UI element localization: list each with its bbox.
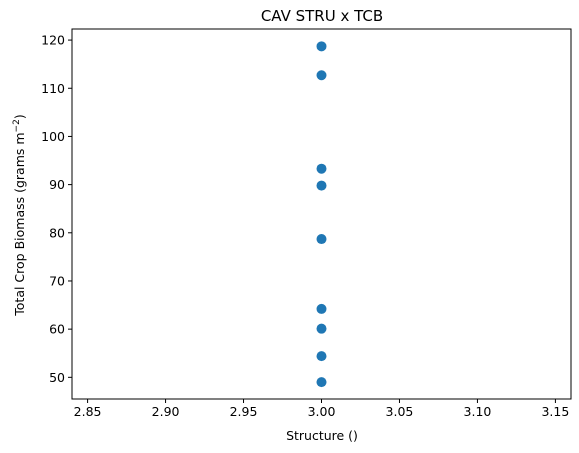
chart-title: CAV STRU x TCB bbox=[261, 7, 383, 25]
y-axis-title-main: Total Crop Biomass (grams m bbox=[12, 132, 27, 316]
y-tick-label: 70 bbox=[49, 273, 65, 288]
data-point bbox=[316, 377, 327, 388]
y-axis-ticks: 50 60 70 80 90 100 110 120 bbox=[41, 33, 72, 385]
y-tick-label: 110 bbox=[41, 81, 65, 96]
data-point bbox=[316, 234, 327, 245]
x-tick-label: 2.85 bbox=[74, 404, 102, 419]
data-point bbox=[316, 180, 327, 191]
data-point bbox=[316, 323, 327, 334]
plot-area-frame bbox=[71, 28, 572, 400]
data-point bbox=[316, 163, 327, 174]
data-points bbox=[316, 41, 327, 388]
y-tick-label: 60 bbox=[49, 322, 65, 337]
data-point bbox=[316, 351, 327, 362]
x-axis-title: Structure () bbox=[286, 428, 358, 443]
y-tick-label: 120 bbox=[41, 33, 65, 48]
y-tick-label: 90 bbox=[49, 177, 65, 192]
y-tick-label: 100 bbox=[41, 129, 65, 144]
x-tick-label: 3.00 bbox=[308, 404, 336, 419]
y-axis-title: Total Crop Biomass (grams m−2) bbox=[12, 114, 27, 316]
y-axis-title-superscript: −2 bbox=[12, 119, 22, 132]
x-tick-label: 2.90 bbox=[152, 404, 180, 419]
y-axis-title-tail: ) bbox=[12, 114, 27, 119]
x-axis-ticks: 2.85 2.90 2.95 3.00 3.05 3.10 3.15 bbox=[74, 399, 569, 419]
x-tick-label: 3.05 bbox=[386, 404, 414, 419]
x-tick-label: 3.15 bbox=[541, 404, 569, 419]
data-point bbox=[316, 41, 327, 52]
y-tick-label: 80 bbox=[49, 225, 65, 240]
x-tick-label: 3.10 bbox=[464, 404, 492, 419]
data-point bbox=[316, 70, 327, 81]
x-tick-label: 2.95 bbox=[230, 404, 258, 419]
y-tick-label: 50 bbox=[49, 370, 65, 385]
data-point bbox=[316, 303, 327, 314]
